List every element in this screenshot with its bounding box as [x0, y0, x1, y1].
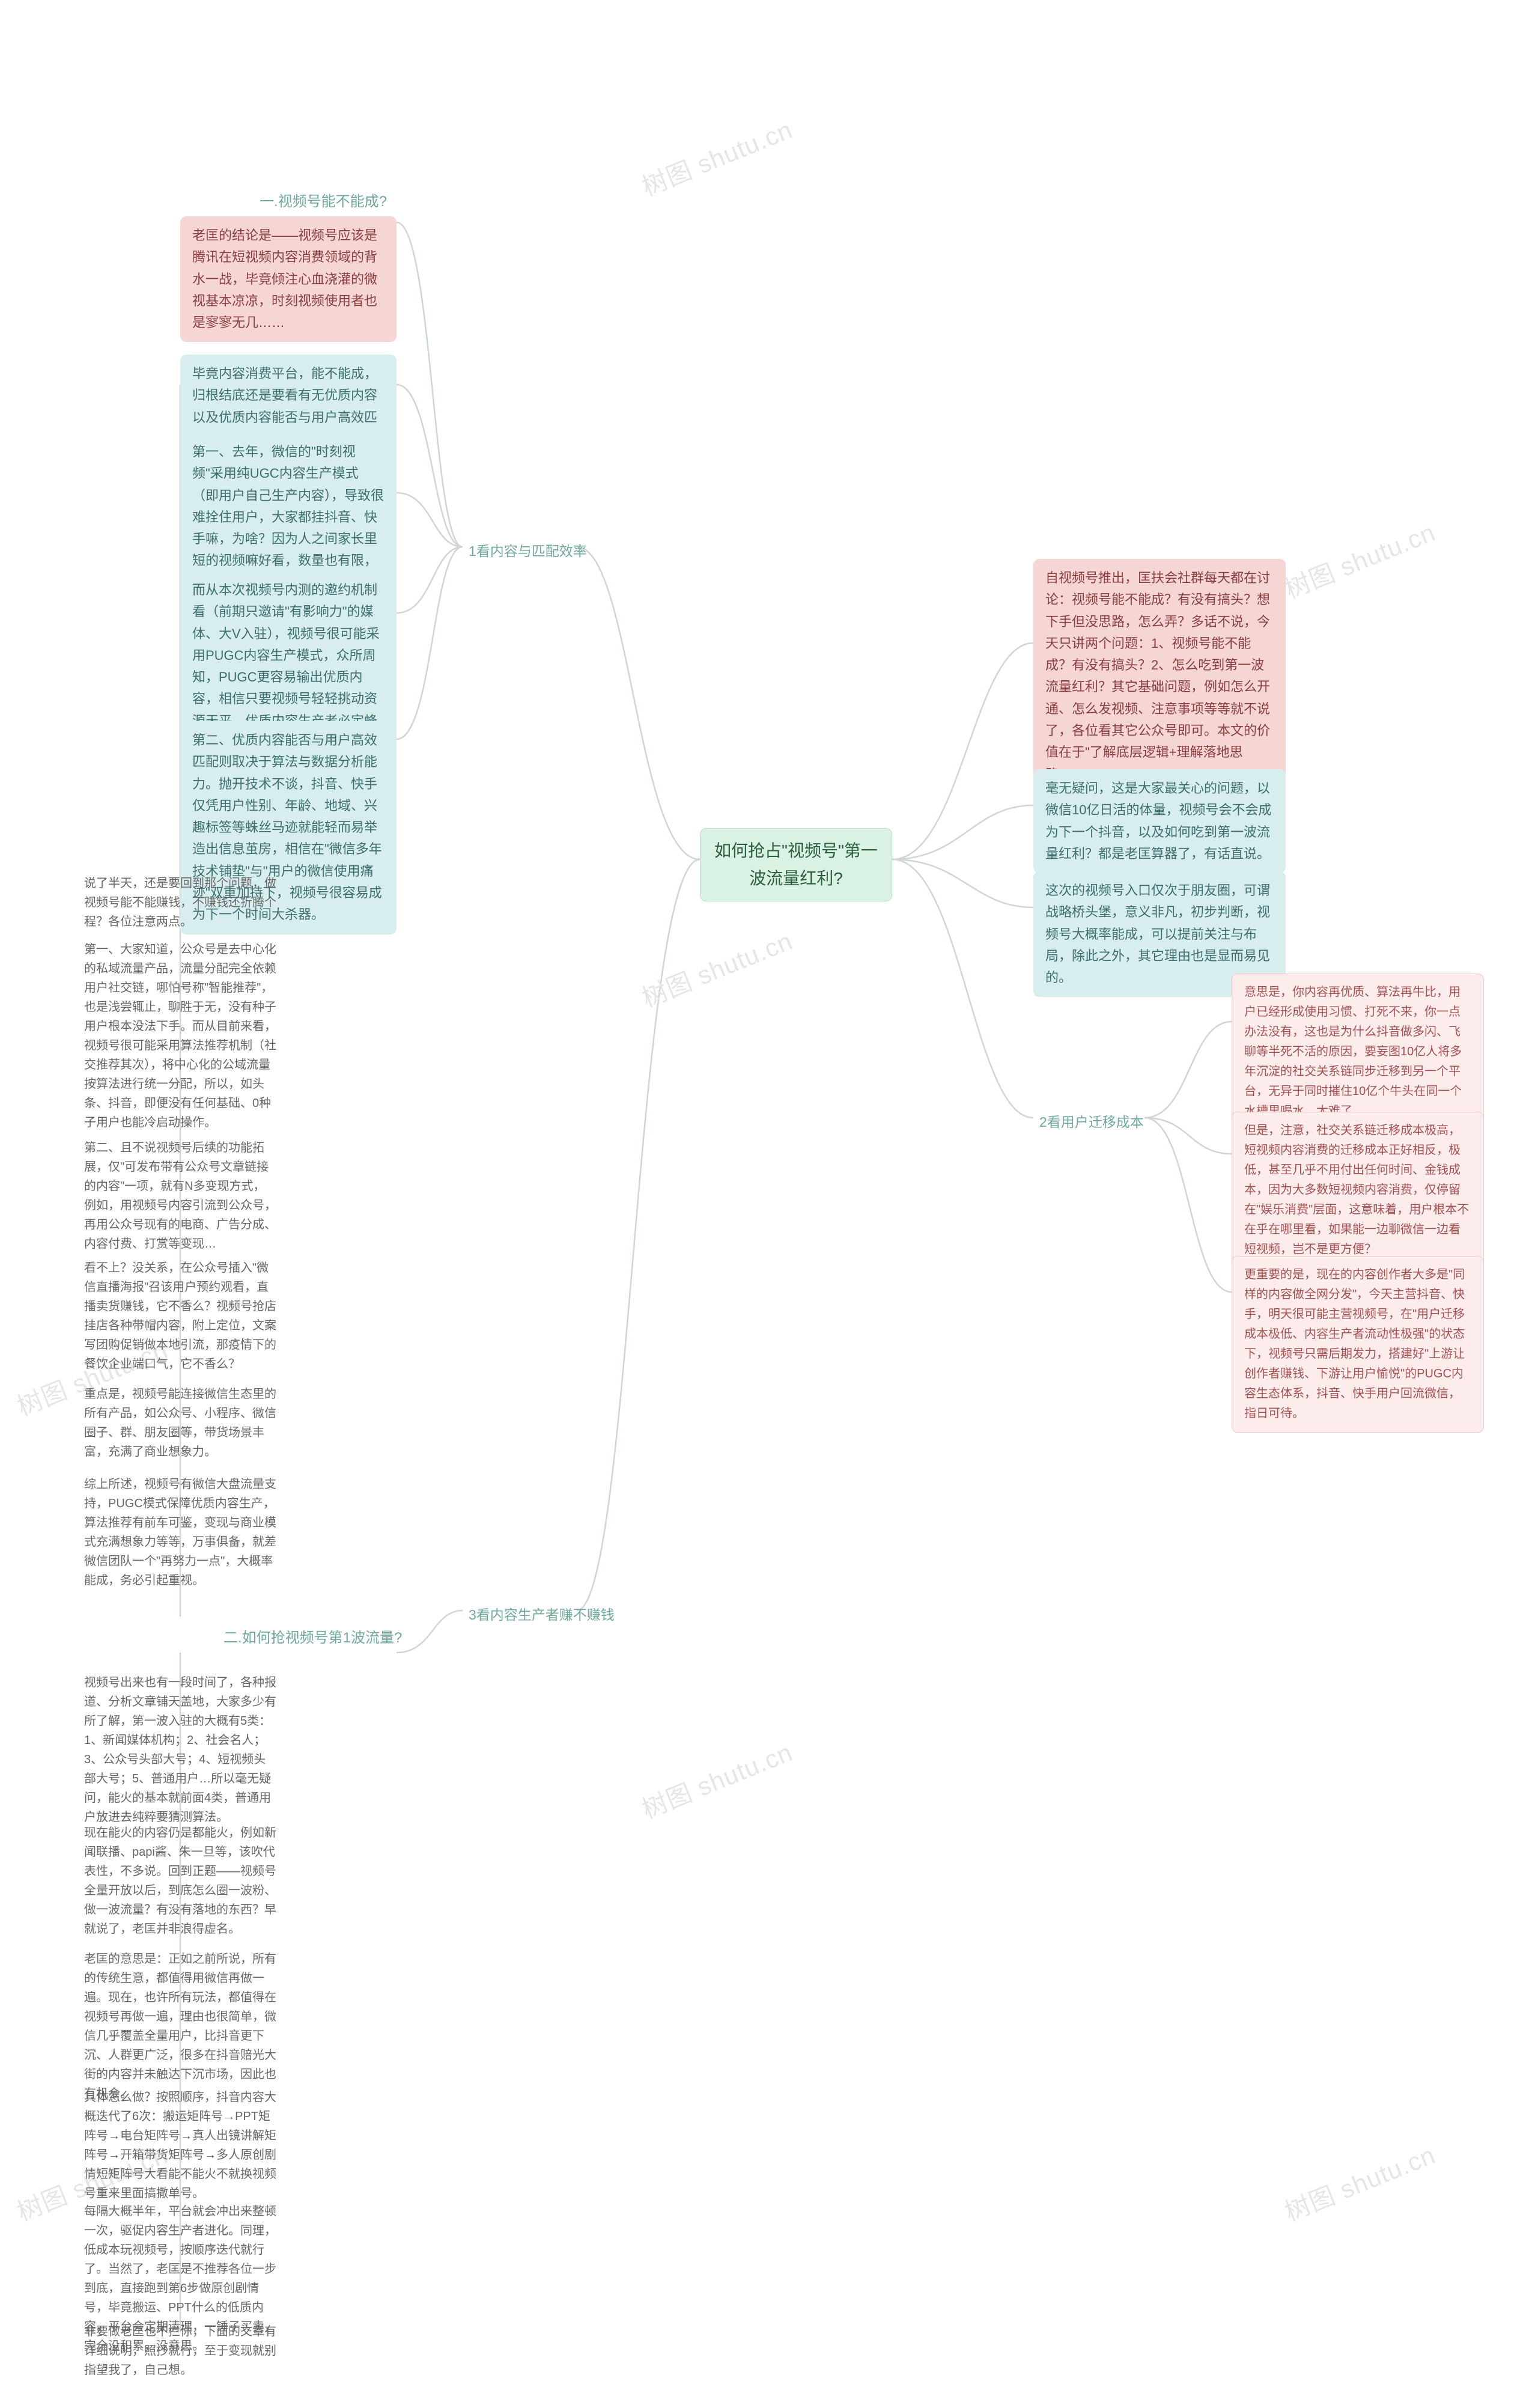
right-intro: 自视频号推出，匡扶会社群每天都在讨论：视频号能不能成？有没有搞头？想下手但没思路…	[1033, 559, 1286, 794]
s1-p9: 看不上？没关系，在公众号插入"微信直播海报"召该用户预约观看，直播卖货赚钱，它不…	[72, 1250, 288, 1382]
s2-title: 二.如何抢视频号第1波流量?	[216, 1623, 409, 1654]
s2-p4: 具体怎么做？按照顺序，抖音内容大概迭代了6次：搬运矩阵号→PPT矩阵号→电台矩阵…	[72, 2079, 288, 2211]
watermark: 树图 shutu.cn	[636, 921, 797, 1015]
s1-p7: 第一、大家知道，公众号是去中心化的私域流量产品，流量分配完全依赖用户社交链，哪怕…	[72, 931, 288, 1141]
s1-title: 一.视频号能不能成?	[252, 186, 394, 218]
s1-p8: 第二、且不说视频号后续的功能拓展，仅"可发布带有公众号文章链接的内容"一项，就有…	[72, 1130, 288, 1262]
watermark: 树图 shutu.cn	[1278, 513, 1440, 606]
watermark: 树图 shutu.cn	[636, 1733, 797, 1826]
s2-p1: 视频号出来也有一段时间了，各种报道、分析文章铺天盖地，大家多少有所了解，第一波入…	[72, 1665, 288, 1835]
right-q2-p3: 更重要的是，现在的内容创作者大多是"同样的内容做全网分发"，今天主营抖音、快手，…	[1232, 1256, 1484, 1433]
right-q2-p2: 但是，注意，社交关系链迁移成本极高，短视频内容消费的迁移成本正好相反，极低，甚至…	[1232, 1112, 1484, 1269]
watermark: 树图 shutu.cn	[636, 110, 797, 204]
right-q2-p1: 意思是，你内容再优质、算法再牛比，用户已经形成使用习惯、打死不来，你一点办法没有…	[1232, 974, 1484, 1130]
watermark: 树图 shutu.cn	[1278, 2135, 1440, 2229]
s1-p6: 说了半天，还是要回到那个问题，做视频号能不能赚钱，不赚钱还折腾个程？各位注意两点…	[72, 865, 288, 940]
s2-p6: 非要做老匡也不拦你，下面的文章有详细说明，照抄就行，至于变现就别指望我了，自己想…	[72, 2314, 288, 2388]
s1-p10: 重点是，视频号能连接微信生态里的所有产品，如公众号、小程序、微信圈子、群、朋友圈…	[72, 1376, 288, 1470]
s1-p1: 老匡的结论是——视频号应该是腾讯在短视频内容消费领域的背水一战，毕竟倾注心血浇灌…	[180, 216, 397, 342]
left-q1-label: 1看内容与匹配效率	[463, 538, 593, 565]
right-q1: 毫无疑问，这是大家最关心的问题，以微信10亿日活的体量，视频号会不会成为下一个抖…	[1033, 769, 1286, 873]
center-topic: 如何抢占"视频号"第一 波流量红利?	[700, 828, 892, 901]
s2-p2: 现在能火的内容仍是都能火，例如新闻联播、papi酱、朱一旦等，该吹代表性，不多说…	[72, 1815, 288, 1947]
left-q3-label: 3看内容生产者赚不赚钱	[463, 1602, 621, 1629]
right-q2-label: 2看用户迁移成本	[1033, 1109, 1150, 1136]
s1-p11: 综上所述，视频号有微信大盘流量支持，PUGC模式保障优质内容生产，算法推荐有前车…	[72, 1466, 288, 1599]
